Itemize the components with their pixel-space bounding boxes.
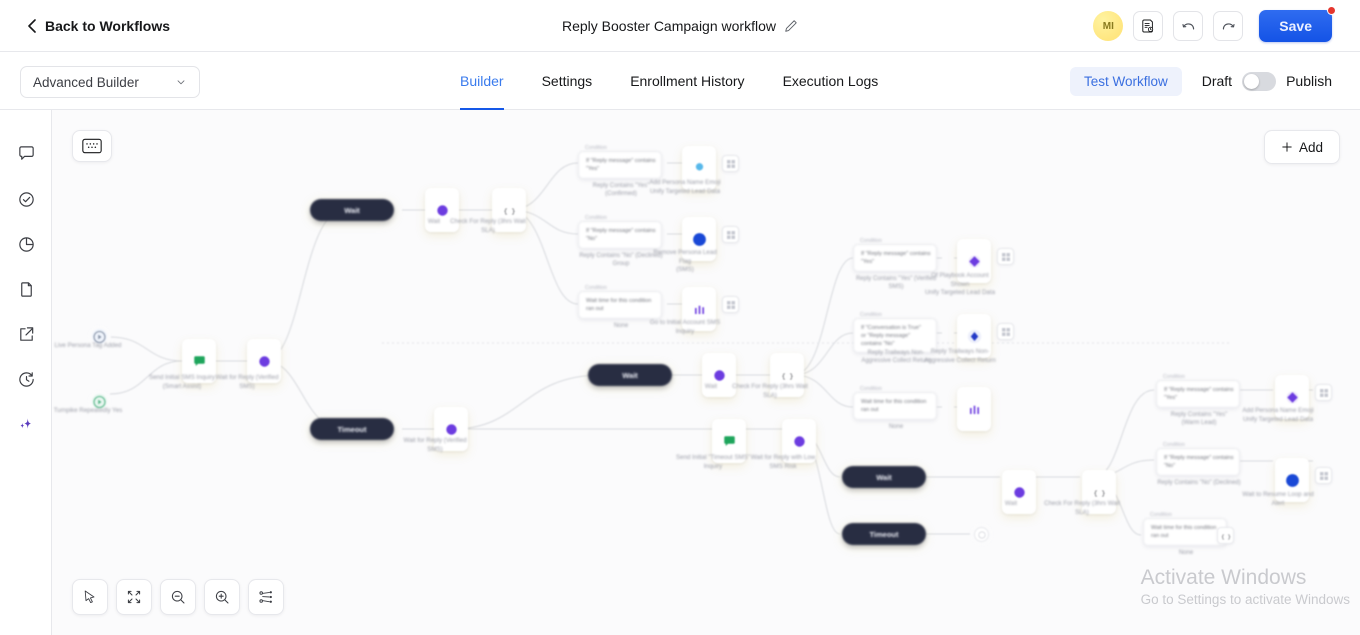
svg-text:{ }: { } — [1221, 534, 1231, 540]
svg-text:{ }: { } — [781, 373, 793, 380]
svg-text:{ }: { } — [1093, 490, 1105, 497]
svg-text:{ }: { } — [503, 208, 515, 215]
